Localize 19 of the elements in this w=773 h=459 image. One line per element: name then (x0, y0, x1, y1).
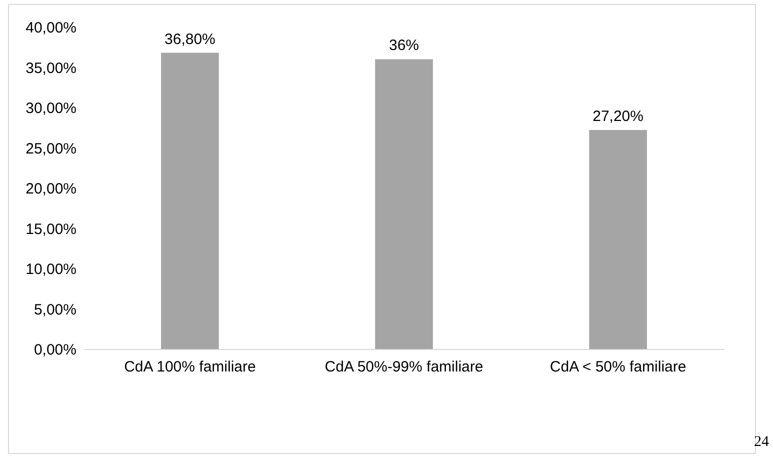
y-tick-label: 15,00% (26, 220, 76, 238)
y-tick-label: 0,00% (34, 342, 76, 358)
y-tick-label: 25,00% (26, 140, 76, 158)
x-tick-label: CdA 100% familiare (124, 358, 256, 376)
y-tick-label: 5,00% (34, 301, 76, 318)
bar (161, 52, 219, 349)
data-label: 36,80% (164, 30, 216, 48)
bar (375, 59, 433, 349)
y-tick-label: 40,00% (26, 20, 76, 36)
y-tick-label: 35,00% (26, 60, 76, 77)
y-tick-label: 20,00% (26, 180, 76, 198)
data-label: 36% (388, 37, 420, 54)
bar (589, 130, 647, 349)
y-tick-label: 30,00% (26, 100, 76, 117)
text: 24 (754, 434, 769, 451)
y-tick-label: 10,00% (26, 261, 76, 278)
data-label: 27,20% (592, 108, 644, 126)
x-tick-label: CdA < 50% familiare (550, 358, 686, 376)
x-tick-label: CdA 50%-99% familiare (324, 358, 484, 376)
